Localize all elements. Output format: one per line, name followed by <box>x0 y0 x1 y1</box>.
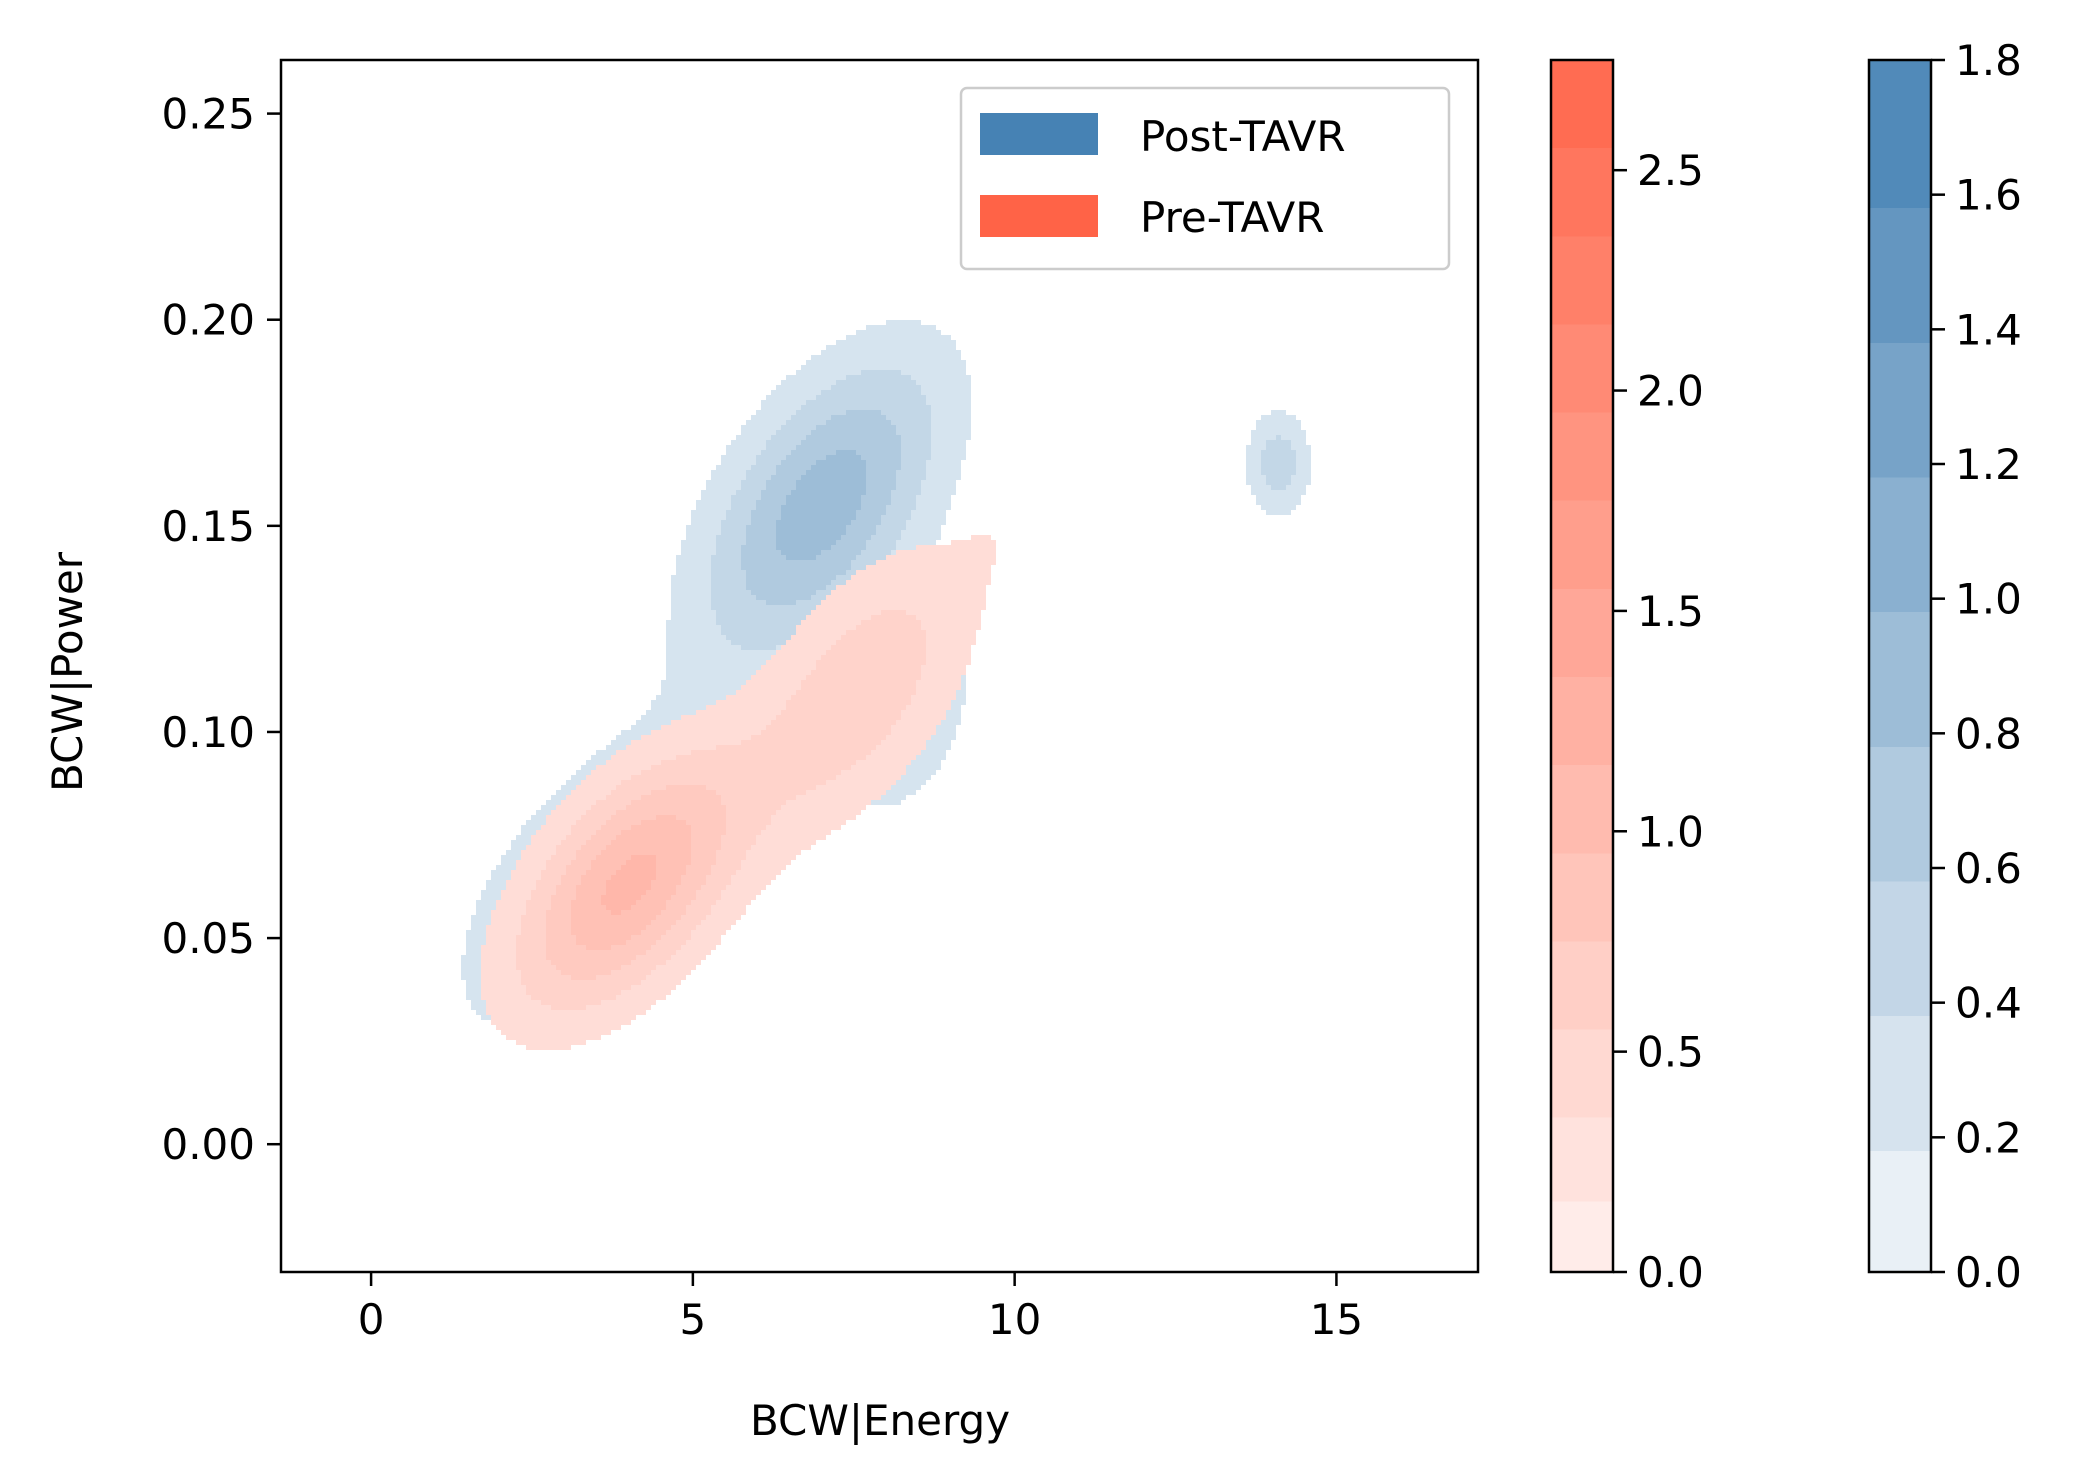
post-tavr-colorbar-tick-label: 0.6 <box>1955 844 2022 893</box>
post-tavr-colorbar-tick-label: 1.0 <box>1955 575 2022 624</box>
y-tick-label: 0.05 <box>161 914 255 963</box>
post-tavr-colorbar-tick-label: 1.4 <box>1955 305 2022 354</box>
pre-tavr-colorbar-tick-label: 0.0 <box>1637 1248 1704 1297</box>
legend: Post-TAVR Pre-TAVR <box>959 86 1451 271</box>
post-tavr-contour-level <box>776 450 866 560</box>
post-tavr-colorbar: 0.0 0.2 0.4 0.6 0.8 1.0 1.2 1.4 1.6 1.8 <box>1867 36 2022 1297</box>
y-tick-label: 0.20 <box>161 296 255 345</box>
post-tavr-colorbar-band <box>1869 1150 1931 1272</box>
post-tavr-colorbar-tick-label: 0.0 <box>1955 1248 2022 1297</box>
post-tavr-colorbar-tick-label: 0.8 <box>1955 709 2022 758</box>
y-axis-label: BCW|Power <box>43 551 92 792</box>
pre-tavr-colorbar-tick-label: 1.0 <box>1637 807 1704 856</box>
x-tick-label: 0 <box>358 1295 385 1344</box>
pre-tavr-colorbar-band <box>1551 941 1613 1030</box>
pre-tavr-colorbar-band <box>1551 324 1613 413</box>
post-tavr-colorbar-tick-label: 0.2 <box>1955 1113 2022 1162</box>
pre-tavr-colorbar-frame <box>1549 58 1615 1274</box>
y-tick-label: 0.00 <box>161 1120 255 1169</box>
pre-tavr-colorbar-band <box>1551 60 1613 149</box>
pre-tavr-colorbar-band <box>1551 500 1613 589</box>
pre-tavr-colorbar-band <box>1551 765 1613 854</box>
legend-swatch-post-tavr <box>980 113 1098 155</box>
x-axis: 0 5 10 15 <box>358 1272 1363 1344</box>
y-tick-label: 0.10 <box>161 708 255 757</box>
plot-frame <box>279 58 1480 1274</box>
post-tavr-colorbar-tick-label: 1.2 <box>1955 440 2022 489</box>
y-axis: 0.00 0.05 0.10 0.15 0.20 0.25 <box>161 90 281 1169</box>
y-tick-label: 0.25 <box>161 90 255 139</box>
pre-tavr-colorbar-band <box>1551 588 1613 678</box>
pre-tavr-colorbar-band <box>1551 236 1613 325</box>
x-tick-label: 15 <box>1310 1295 1363 1344</box>
pre-tavr-colorbar-band <box>1551 677 1613 766</box>
legend-label-post-tavr: Post-TAVR <box>1140 112 1346 161</box>
pre-tavr-contour-level <box>601 855 656 915</box>
x-tick-label: 5 <box>680 1295 707 1344</box>
post-tavr-colorbar-tick-label: 0.4 <box>1955 979 2022 1028</box>
x-tick-label: 10 <box>988 1295 1041 1344</box>
x-axis-label: BCW|Energy <box>750 1396 1010 1445</box>
pre-tavr-colorbar-tick-label: 1.5 <box>1637 587 1704 636</box>
post-tavr-colorbar-band <box>1869 881 1931 1017</box>
pre-tavr-colorbar-tick-label: 0.5 <box>1637 1028 1704 1077</box>
pre-tavr-colorbar: 0.0 0.5 1.0 1.5 2.0 2.5 <box>1549 58 1704 1297</box>
post-tavr-colorbar-band <box>1869 477 1931 613</box>
legend-label-pre-tavr: Pre-TAVR <box>1140 193 1324 242</box>
pre-tavr-colorbar-band <box>1551 412 1613 501</box>
pre-tavr-colorbar-band <box>1551 853 1613 942</box>
pre-tavr-density <box>481 535 996 1050</box>
post-tavr-colorbar-band <box>1869 208 1931 343</box>
post-tavr-colorbar-tick-label: 1.6 <box>1955 171 2022 220</box>
pre-tavr-colorbar-band <box>1551 1201 1613 1272</box>
pre-tavr-colorbar-band <box>1551 1117 1613 1202</box>
pre-tavr-colorbar-band <box>1551 148 1613 237</box>
post-tavr-colorbar-band <box>1869 746 1931 882</box>
post-tavr-colorbar-tick-label: 1.8 <box>1955 36 2022 85</box>
y-tick-label: 0.15 <box>161 502 255 551</box>
post-tavr-colorbar-frame <box>1867 58 1933 1274</box>
pre-tavr-colorbar-tick-label: 2.0 <box>1637 367 1704 416</box>
legend-swatch-pre-tavr <box>980 195 1098 237</box>
post-tavr-colorbar-band <box>1869 342 1931 478</box>
post-tavr-colorbar-band <box>1869 612 1931 747</box>
post-tavr-colorbar-band <box>1869 60 1931 209</box>
post-tavr-colorbar-band <box>1869 1016 1931 1151</box>
pre-tavr-colorbar-tick-label: 2.5 <box>1637 146 1704 195</box>
pre-tavr-colorbar-band <box>1551 1029 1613 1118</box>
